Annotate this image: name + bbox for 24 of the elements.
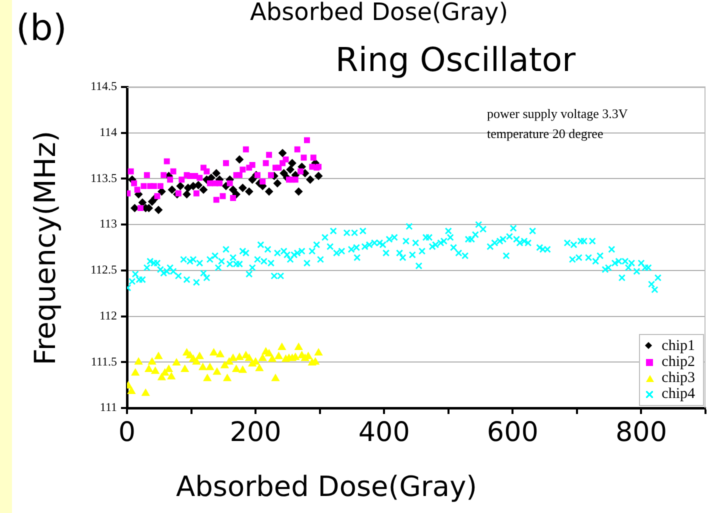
- y-tick-label: 114: [99, 125, 117, 140]
- y-tick-label: 113: [99, 216, 117, 231]
- x-tick-label: 200: [230, 417, 282, 448]
- legend-label: chip4: [662, 386, 695, 402]
- y-tick-label: 113.5: [90, 170, 117, 185]
- x-tick-label: 600: [486, 417, 538, 448]
- x-tick-label: 400: [358, 417, 410, 448]
- annotation: temperature 20 degree: [487, 126, 604, 142]
- legend-label: chip1: [662, 338, 695, 354]
- y-tick-label: 114.5: [90, 79, 117, 94]
- legend-label: chip2: [662, 354, 695, 370]
- chart-title: Ring Oscillator: [335, 40, 576, 79]
- x-tick-label: 0: [118, 417, 136, 448]
- legend-label: chip3: [662, 370, 695, 386]
- text: (b): [16, 8, 67, 49]
- y-axis-title: Frequency(MHz): [28, 130, 62, 365]
- text: Absorbed Dose(Gray): [250, 0, 508, 26]
- x-tick-label: 800: [615, 417, 667, 448]
- y-tick-label: 111: [100, 400, 117, 414]
- x-axis-title: Absorbed Dose(Gray): [174, 470, 478, 503]
- y-tick-label: 111.5: [90, 354, 117, 368]
- y-tick-label: 112.5: [90, 262, 117, 277]
- annotation: power supply voltage 3.3V: [487, 106, 628, 122]
- y-tick-label: 112: [99, 308, 117, 322]
